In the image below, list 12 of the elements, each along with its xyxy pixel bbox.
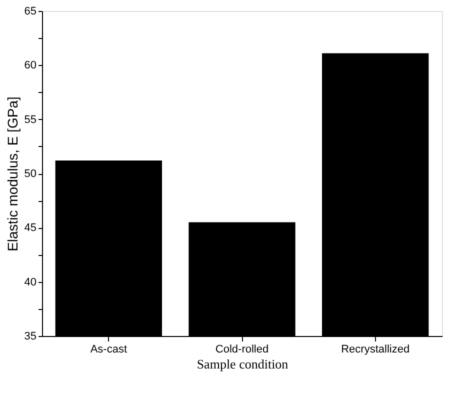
y-tick-label: 45: [24, 222, 36, 234]
x-axis-title: Sample condition: [196, 356, 289, 372]
y-tick-label: 55: [24, 114, 36, 126]
y-tick-label: 50: [24, 168, 36, 180]
y-tick-label: 60: [24, 60, 36, 72]
y-tick-label: 65: [24, 6, 36, 18]
y-tick-label: 40: [24, 276, 36, 288]
y-axis-title: Elastic modulus, E [GPa]: [4, 96, 20, 252]
x-tick-label: Cold-rolled: [215, 344, 269, 356]
x-tick-label: As-cast: [90, 344, 128, 356]
x-tick-label: Recrystallized: [341, 344, 410, 356]
y-tick-label: 35: [24, 330, 36, 342]
